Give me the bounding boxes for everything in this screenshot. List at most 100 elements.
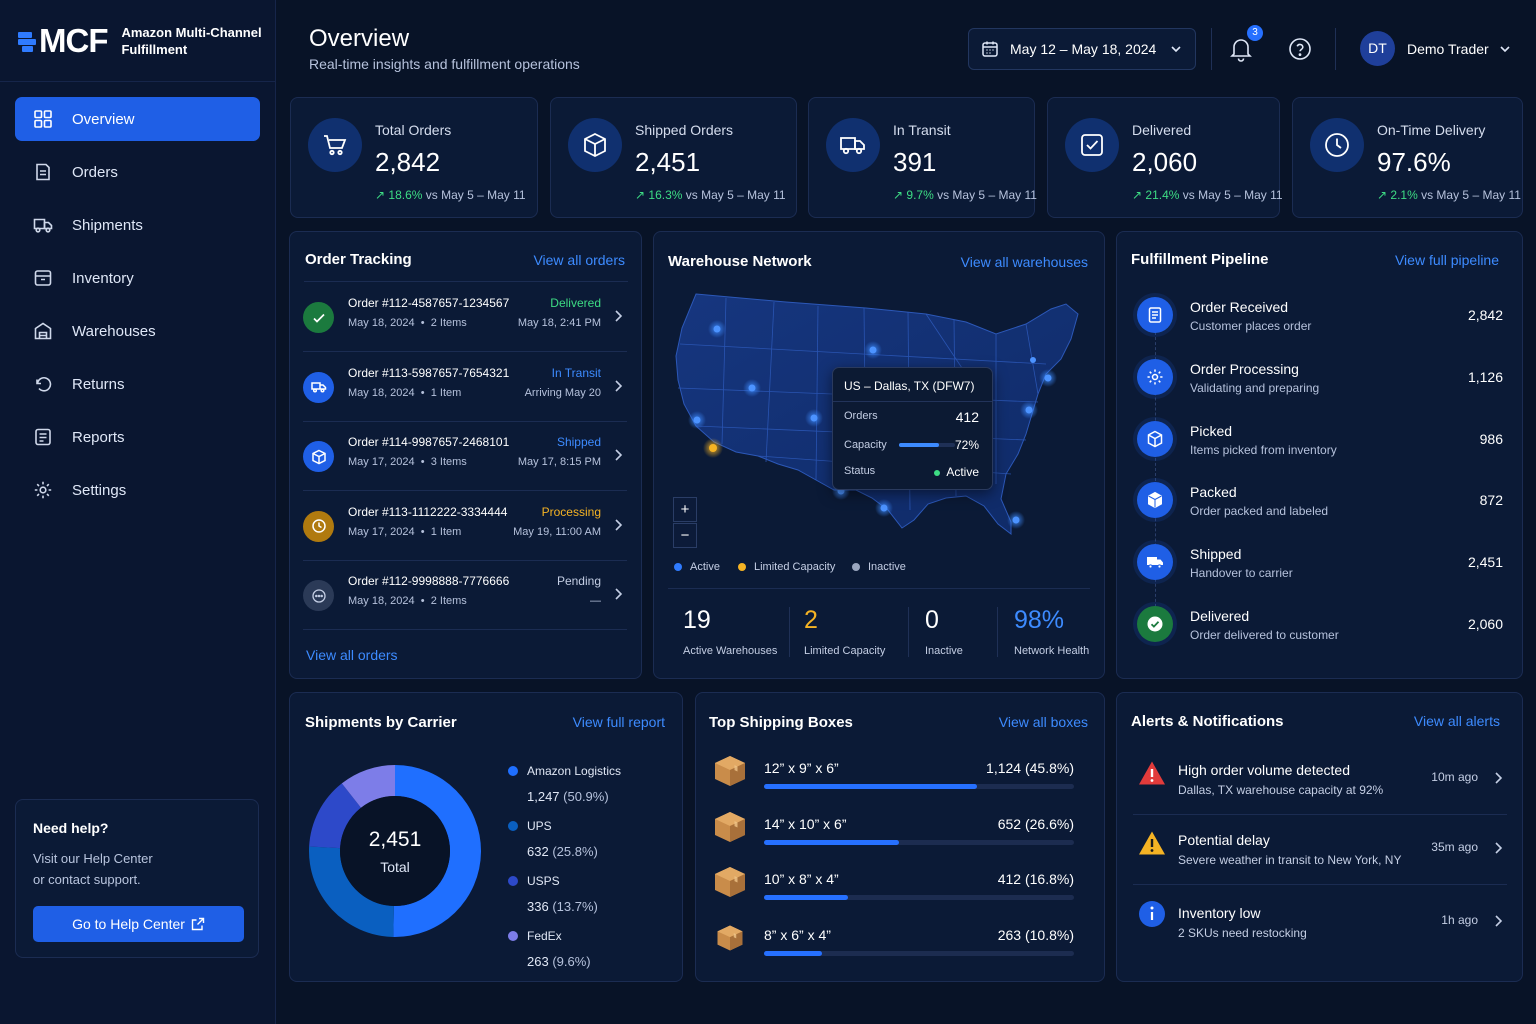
view-all-orders-link[interactable]: View all orders xyxy=(533,252,625,268)
order-row[interactable]: Order #113-1112222-3334444 May 17, 2024 … xyxy=(303,491,627,561)
pipeline-step-name: Picked xyxy=(1190,422,1233,439)
donut-slice-0[interactable] xyxy=(393,765,481,937)
alert-item[interactable]: Inventory low 2 SKUs need restocking 1h … xyxy=(1133,901,1507,975)
nav-item-returns[interactable]: Returns xyxy=(15,362,260,406)
donut-hole xyxy=(340,796,450,906)
alert-time: 10m ago xyxy=(1431,770,1478,784)
tooltip-orders-value: 412 xyxy=(955,409,979,425)
package-icon xyxy=(715,756,745,786)
top-shipping-boxes-panel: Top Shipping Boxes View all boxes xyxy=(695,692,1105,982)
alert-desc: Dallas, TX warehouse capacity at 92% xyxy=(1178,783,1384,797)
stat-card-in-transit[interactable]: In Transit 391 ↗ 9.7% vs May 5 – May 11 xyxy=(808,97,1037,218)
legend-inactive: Inactive xyxy=(852,561,906,573)
carrier-name: FedEx xyxy=(508,929,591,943)
stat-card-on-time-delivery[interactable]: On-Time Delivery 97.6% ↗ 2.1% vs May 5 –… xyxy=(1292,97,1523,218)
view-full-report-link[interactable]: View full report xyxy=(572,714,665,730)
nav-item-overview[interactable]: Overview xyxy=(15,97,260,141)
order-time: May 18, 2:41 PM xyxy=(517,317,601,329)
alert-item[interactable]: High order volume detected Dallas, TX wa… xyxy=(1133,761,1507,832)
order-row[interactable]: Order #112-4587657-1234567 May 18, 2024 … xyxy=(303,282,627,352)
order-row[interactable]: Order #114-9987657-2468101 May 17, 2024 … xyxy=(303,421,627,491)
nav-label: Settings xyxy=(72,481,127,499)
alert-item[interactable]: Potential delay Severe weather in transi… xyxy=(1133,831,1507,902)
panel-title: Alerts & Notifications xyxy=(1131,713,1284,730)
help-circle-icon[interactable] xyxy=(1288,37,1312,61)
nav-item-inventory[interactable]: Inventory xyxy=(15,256,260,300)
box-bar xyxy=(764,784,1074,789)
order-id: Order #114-9987657-2468101 xyxy=(348,435,510,449)
capacity-bar xyxy=(899,443,955,447)
user-name[interactable]: Demo Trader xyxy=(1407,41,1489,57)
pipeline-step-desc: Items picked from inventory xyxy=(1190,442,1337,457)
view-full-pipeline-link[interactable]: View full pipeline xyxy=(1394,252,1499,268)
truck-icon xyxy=(33,218,53,233)
chevron-down-icon[interactable] xyxy=(1499,43,1511,55)
carrier-name: USPS xyxy=(508,874,598,888)
order-row[interactable]: Order #113-5987657-7654321 May 18, 2024 … xyxy=(303,352,627,422)
carrier-legend-item[interactable]: Amazon Logistics 1,247 (50.9%) xyxy=(508,764,621,804)
donut-slice-1[interactable] xyxy=(309,846,394,937)
capacity-bar-fill xyxy=(899,443,940,447)
chevron-right-icon xyxy=(1495,842,1503,854)
alert-divider xyxy=(1133,884,1507,885)
gear-icon xyxy=(34,481,52,499)
nav-label: Reports xyxy=(72,428,125,446)
carrier-legend-item[interactable]: FedEx 263 (9.6%) xyxy=(508,929,591,969)
nav-item-settings[interactable]: Settings xyxy=(15,468,260,512)
order-time: May 19, 11:00 AM xyxy=(513,525,601,538)
pipeline-step-desc: Handover to carrier xyxy=(1190,566,1293,581)
box-row[interactable]: 14” x 10” x 6” 652 (26.6%) xyxy=(712,811,1078,856)
carrier-legend-item[interactable]: USPS 336 (13.7%) xyxy=(508,874,598,914)
nav-item-orders[interactable]: Orders xyxy=(15,150,260,194)
tooltip-title: US – Dallas, TX (DFW7) xyxy=(844,379,975,393)
warehouse-dot xyxy=(880,504,888,512)
check-square-icon xyxy=(1065,118,1119,172)
carrier-donut-chart[interactable] xyxy=(309,756,481,946)
view-all-orders-footer-link[interactable]: View all orders xyxy=(306,647,398,663)
alert-time: 35m ago xyxy=(1431,840,1478,854)
help-center-button[interactable]: Go to Help Center xyxy=(33,906,244,942)
pipeline-step-name: Order Processing xyxy=(1190,360,1299,377)
box-icon xyxy=(303,441,334,472)
stat-card-delivered[interactable]: Delivered 2,060 ↗ 21.4% vs May 5 – May 1… xyxy=(1047,97,1283,218)
view-all-warehouses-link[interactable]: View all warehouses xyxy=(960,254,1088,270)
order-id: Order #113-5987657-7654321 xyxy=(348,365,510,380)
pipeline-step[interactable]: Order Processing Validating and preparin… xyxy=(1137,358,1507,409)
pipeline-step[interactable]: Picked Items picked from inventory 986 xyxy=(1137,420,1507,471)
pipeline-step[interactable]: Delivered Order delivered to customer 2,… xyxy=(1137,606,1507,656)
pipeline-step[interactable]: Packed Order packed and labeled 872 xyxy=(1137,482,1507,532)
pipeline-step[interactable]: Order Received Customer places order 2,8… xyxy=(1137,297,1507,347)
pipeline-step[interactable]: Shipped Handover to carrier 2,451 xyxy=(1137,544,1507,594)
view-all-alerts-link[interactable]: View all alerts xyxy=(1413,713,1500,729)
brand-name: Amazon Multi-Channel Fulfillment xyxy=(121,25,262,57)
stat-label: Delivered xyxy=(1132,122,1192,138)
donut-slice-3[interactable] xyxy=(341,765,395,808)
nav-item-shipments[interactable]: Shipments xyxy=(15,203,260,247)
nav-label: Orders xyxy=(72,163,118,181)
box-value: 1,124 (45.8%) xyxy=(986,760,1074,776)
carrier-legend-item[interactable]: UPS 632 (25.8%) xyxy=(508,819,598,859)
brand[interactable]: MCF Amazon Multi-Channel Fulfillment xyxy=(18,22,262,60)
stat-label: On-Time Delivery xyxy=(1377,122,1486,138)
date-range-picker[interactable]: May 12 – May 18, 2024 xyxy=(968,28,1196,70)
stat-card-shipped-orders[interactable]: Shipped Orders 2,451 ↗ 16.3% vs May 5 – … xyxy=(550,97,797,218)
avatar[interactable]: DT xyxy=(1360,31,1395,66)
box-value: 263 (10.8%) xyxy=(997,926,1074,943)
bell-icon[interactable] xyxy=(1229,36,1253,62)
nav-label: Inventory xyxy=(72,269,134,287)
stat-card-total-orders[interactable]: Total Orders 2,842 ↗ 18.6% vs May 5 – Ma… xyxy=(290,97,538,218)
box-row[interactable]: 10” x 8” x 4” 412 (16.8%) xyxy=(712,867,1078,911)
order-row[interactable]: Order #112-9998888-7776666 May 18, 2024 … xyxy=(303,560,627,630)
nav-item-warehouses[interactable]: Warehouses xyxy=(15,309,260,353)
zoom-in-button[interactable]: + xyxy=(673,497,697,522)
warehouse-dot xyxy=(1030,357,1036,363)
nav-item-reports[interactable]: Reports xyxy=(15,415,260,459)
box-bar-fill xyxy=(764,839,899,845)
warehouse-dot xyxy=(869,346,877,354)
box-row[interactable]: 12” x 9” x 6” 1,124 (45.8%) xyxy=(712,756,1078,800)
donut-slice-2[interactable] xyxy=(309,783,361,849)
zoom-out-button[interactable]: − xyxy=(673,523,697,548)
box-row[interactable]: 8” x 6” x 4” 263 (10.8%) xyxy=(712,925,1078,967)
pipeline-step-name: Shipped xyxy=(1190,546,1242,563)
view-all-boxes-link[interactable]: View all boxes xyxy=(998,714,1088,730)
